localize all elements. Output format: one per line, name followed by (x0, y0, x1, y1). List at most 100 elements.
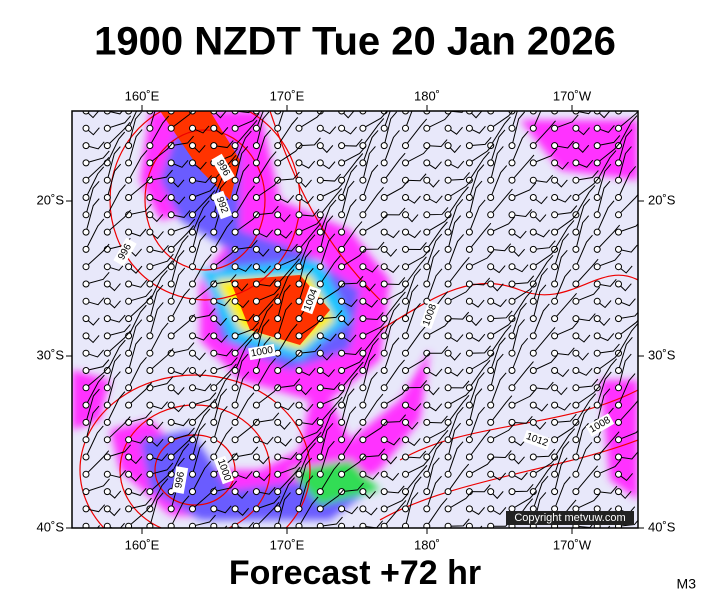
wind-barb (447, 441, 464, 475)
wind-barb (277, 111, 284, 129)
station (380, 332, 388, 340)
station (487, 332, 495, 340)
station (274, 263, 282, 271)
station (615, 211, 622, 219)
wind-barb (426, 112, 452, 129)
station (146, 159, 154, 167)
wind-barb (341, 138, 363, 147)
station (572, 436, 580, 444)
wind-barb (320, 173, 342, 182)
wind-barb (298, 425, 324, 441)
wind-barb (426, 214, 452, 233)
wind-barb (362, 146, 376, 181)
station (103, 505, 111, 513)
lon-label: 180˚ (414, 88, 440, 103)
station (359, 297, 367, 305)
station (274, 488, 282, 496)
wind-barb (469, 222, 492, 250)
wind-barb (277, 477, 295, 510)
wind-barb (575, 176, 600, 198)
wind-barb (319, 422, 334, 458)
wind-barb (106, 209, 131, 233)
station (295, 297, 303, 305)
wind-barb (468, 406, 485, 440)
station (295, 194, 303, 201)
station (231, 522, 239, 528)
station (146, 349, 154, 357)
wind-barb (490, 111, 496, 112)
wind-barb (618, 111, 638, 129)
station (615, 280, 622, 288)
wind-barb (192, 514, 216, 527)
wind-barb (469, 345, 491, 354)
wind-barb (277, 451, 298, 460)
wind-barb (192, 125, 210, 134)
station (295, 522, 303, 528)
precip-field (72, 111, 638, 528)
station (231, 194, 239, 201)
station (210, 384, 218, 392)
wind-barb (405, 458, 430, 475)
station (487, 488, 495, 496)
station (252, 176, 260, 184)
station (402, 245, 409, 253)
wind-barb (85, 388, 100, 423)
wind-barb (618, 244, 638, 253)
station (508, 228, 516, 236)
station (210, 297, 218, 305)
station (444, 142, 452, 150)
wind-barb (575, 215, 590, 250)
station (508, 436, 516, 444)
wind-barb (128, 149, 148, 181)
station (444, 194, 452, 201)
wind-barb (618, 146, 632, 181)
station (444, 453, 452, 461)
wind-barb (362, 130, 379, 164)
station (103, 522, 111, 528)
wind-barb (341, 153, 364, 181)
wind-barb (277, 143, 303, 164)
station (508, 470, 516, 478)
wind-barb (405, 173, 427, 182)
station (231, 384, 239, 392)
wind-barb (85, 180, 100, 215)
wind-barb (192, 200, 210, 233)
wind-barb (405, 325, 427, 354)
wind-barb (490, 188, 513, 216)
station (615, 367, 622, 374)
station (316, 367, 324, 374)
station (444, 367, 452, 374)
wind-barb (149, 169, 173, 181)
station (146, 211, 154, 219)
station (423, 384, 431, 392)
station (252, 453, 260, 461)
wind-barb (575, 258, 599, 285)
station (146, 367, 154, 374)
wind-barb (256, 293, 279, 319)
wind-barb (532, 463, 555, 492)
wind-barb (468, 180, 483, 215)
model-label: M3 (677, 576, 697, 592)
station (508, 176, 516, 184)
wind-barb (128, 410, 153, 423)
station (210, 470, 218, 478)
station (593, 401, 601, 409)
wind-barb (554, 233, 570, 267)
wind-barb (618, 111, 621, 112)
wind-barb (85, 359, 110, 371)
station (402, 488, 409, 496)
station (125, 142, 133, 150)
isobars (79, 111, 638, 528)
station (572, 367, 580, 374)
station (593, 228, 601, 236)
station (274, 453, 282, 461)
wind-barb (341, 354, 366, 371)
station (252, 401, 260, 409)
station (338, 470, 346, 478)
wind-barb (149, 111, 156, 129)
station (359, 418, 367, 426)
station (572, 384, 580, 392)
station (103, 453, 111, 461)
wind-barb (128, 228, 147, 237)
wind-barb (234, 119, 258, 146)
